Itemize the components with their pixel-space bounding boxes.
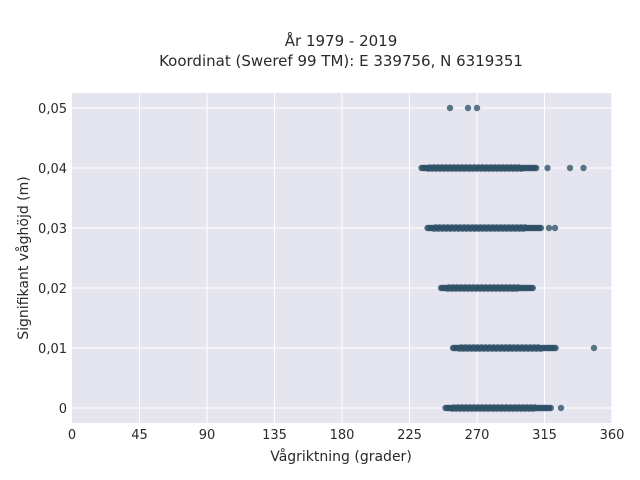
x-tick-label: 225 <box>397 428 422 443</box>
outlier-point <box>557 404 565 412</box>
data-point <box>552 344 559 352</box>
data-point <box>529 284 536 292</box>
point-band-2 <box>437 284 536 292</box>
chart-title-line-1: År 1979 - 2019 <box>285 31 398 50</box>
x-tick-label: 180 <box>330 428 355 443</box>
outlier-point <box>566 164 574 172</box>
point-band-4 <box>418 164 540 172</box>
x-tick-label: 135 <box>262 428 287 443</box>
outlier-point <box>590 344 598 352</box>
outlier-point <box>446 104 454 112</box>
y-axis-ticks: 0 0,01 0,02 0,03 0,04 0,05 <box>38 102 67 417</box>
y-tick-label: 0,05 <box>38 102 67 117</box>
y-tick-label: 0,04 <box>38 162 67 177</box>
data-point <box>537 224 545 232</box>
data-points <box>418 104 598 412</box>
y-tick-label: 0 <box>59 402 67 417</box>
data-point <box>533 164 540 172</box>
outlier-point <box>551 224 559 232</box>
x-tick-label: 45 <box>131 428 148 443</box>
point-band-3 <box>424 224 545 232</box>
y-tick-label: 0,03 <box>38 222 67 237</box>
x-tick-label: 360 <box>600 428 625 443</box>
point-band-1 <box>449 344 559 352</box>
x-axis-label: Vågriktning (grader) <box>270 448 412 465</box>
outlier-point <box>473 104 481 112</box>
data-point <box>547 404 554 412</box>
x-tick-label: 0 <box>68 428 76 443</box>
outlier-point <box>544 164 551 172</box>
y-tick-label: 0,01 <box>38 342 67 357</box>
x-axis-ticks: 0 45 90 135 180 225 270 315 360 <box>68 428 625 443</box>
x-tick-label: 90 <box>199 428 216 443</box>
outlier-point <box>464 104 472 112</box>
x-tick-label: 270 <box>465 428 490 443</box>
outlier-point <box>545 224 553 232</box>
point-band-0 <box>442 404 554 412</box>
y-tick-label: 0,02 <box>38 282 67 297</box>
x-tick-label: 315 <box>532 428 557 443</box>
chart-title-line-2: Koordinat (Sweref 99 TM): E 339756, N 63… <box>159 52 523 70</box>
y-axis-label: Signifikant våghöjd (m) <box>15 176 32 339</box>
outlier-point <box>580 164 587 172</box>
